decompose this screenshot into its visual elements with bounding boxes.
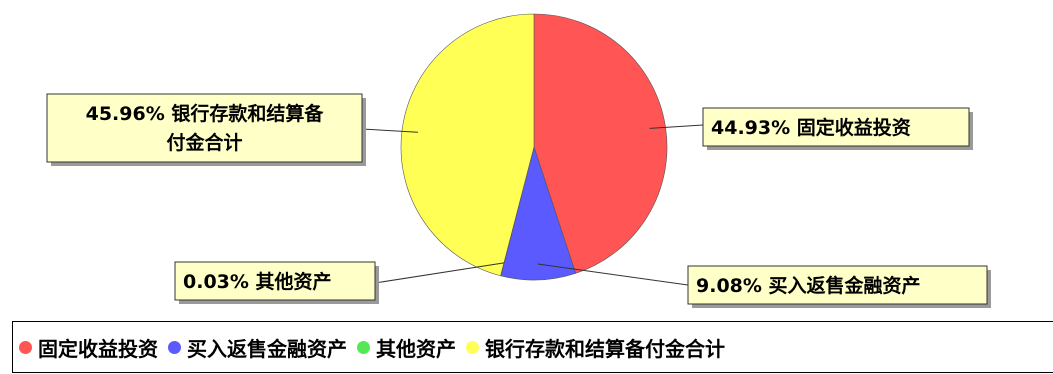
legend-swatch-bank-deposits: [466, 341, 479, 354]
callout-label-bank-deposits-line1: 45.96% 银行存款和结算备: [86, 102, 325, 125]
legend-item-fixed-income: 固定收益投资: [19, 333, 158, 362]
callout-label-bank-deposits-line2: 付金合计: [166, 131, 242, 154]
callout-label-fixed-income: 44.93% 固定收益投资: [711, 116, 911, 139]
legend-swatch-other-assets: [357, 341, 370, 354]
legend-swatch-fixed-income: [19, 341, 32, 354]
callout-label-other-assets: 0.03% 其他资产: [183, 270, 332, 293]
legend-label-reverse-repo: 买入返售金融资产: [187, 333, 347, 362]
callout-leader-other-assets: [375, 263, 504, 283]
legend-label-fixed-income: 固定收益投资: [38, 333, 158, 362]
legend-item-bank-deposits: 银行存款和结算备付金合计: [466, 333, 725, 362]
legend-label-bank-deposits: 银行存款和结算备付金合计: [485, 333, 725, 362]
legend-item-other-assets: 其他资产: [357, 333, 456, 362]
legend-item-reverse-repo: 买入返售金融资产: [168, 333, 347, 362]
callout-label-reverse-repo: 9.08% 买入返售金融资产: [696, 274, 921, 297]
legend-label-other-assets: 其他资产: [376, 333, 456, 362]
legend-swatch-reverse-repo: [168, 341, 181, 354]
chart-legend: 固定收益投资 买入返售金融资产 其他资产 银行存款和结算备付金合计: [12, 321, 1053, 373]
